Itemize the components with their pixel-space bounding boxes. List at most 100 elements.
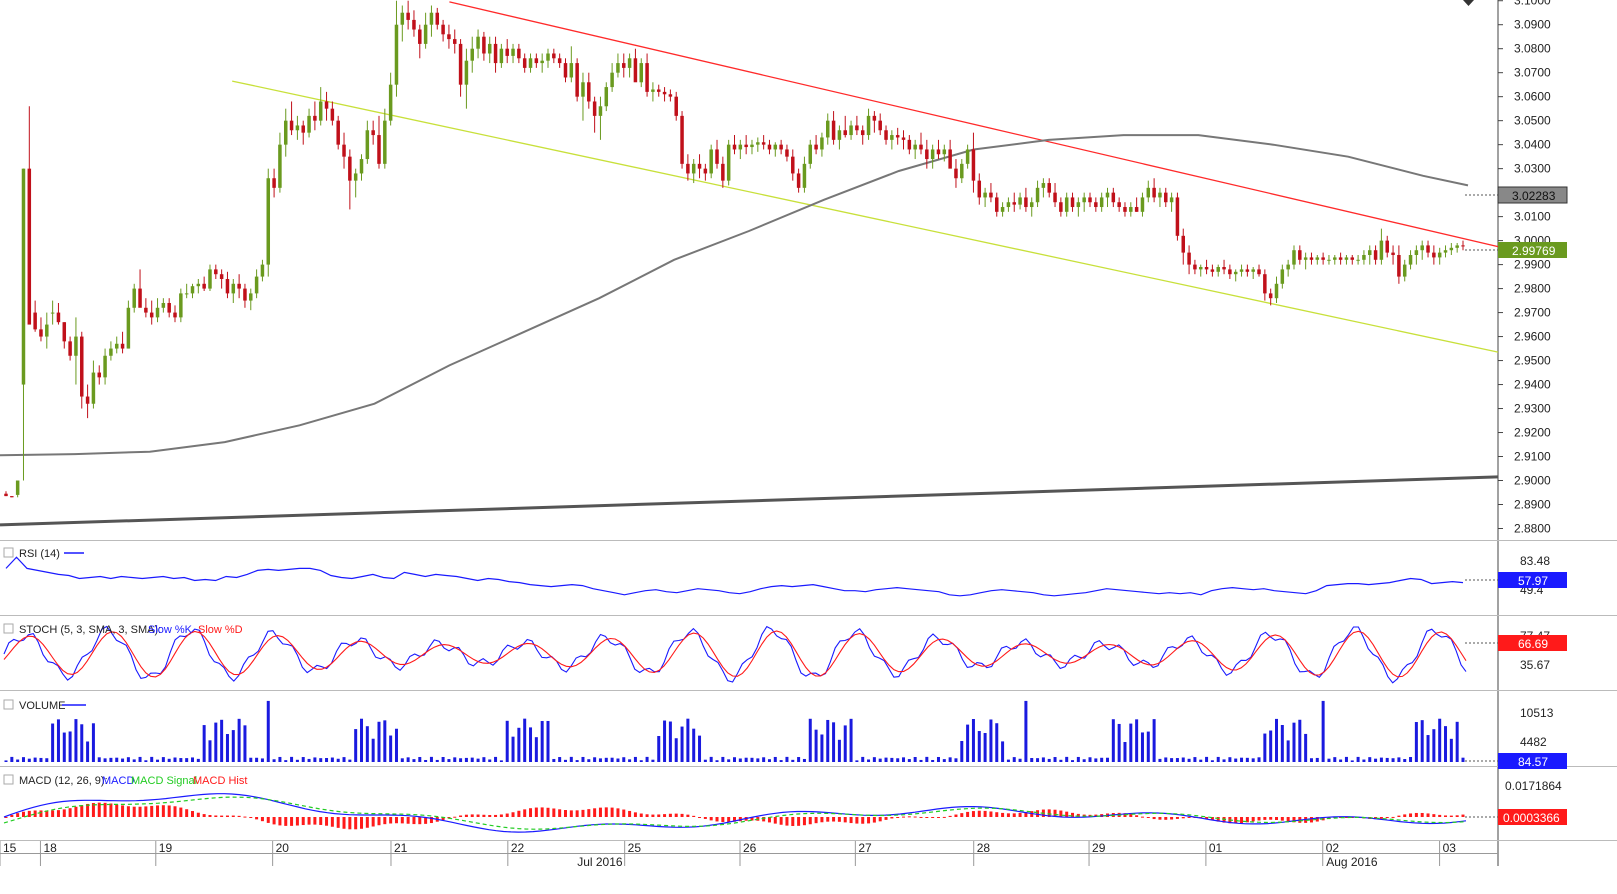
stoch-label: STOCH (5, 3, SMA, 3, SMA): — [19, 624, 161, 636]
candle-body — [1385, 240, 1389, 253]
candle-body — [149, 312, 154, 318]
stoch-k-label: Slow %K — [148, 624, 193, 636]
candle-body — [895, 135, 900, 138]
candle-body — [616, 63, 620, 73]
macd-hist-bar — [394, 817, 398, 824]
candle-body — [1309, 257, 1314, 260]
panel-close-icon[interactable] — [3, 774, 14, 785]
volume-bar — [354, 729, 358, 762]
volume-bar — [365, 726, 369, 762]
volume-bar — [639, 760, 643, 762]
volume-bar — [1414, 722, 1418, 762]
macd-badge-box — [1498, 809, 1567, 825]
macd-hist-bar — [1240, 817, 1244, 824]
candle-body — [418, 29, 422, 44]
volume-bar — [1315, 757, 1319, 762]
volume-bar — [1129, 723, 1133, 762]
candle-body — [1245, 269, 1250, 272]
volume-bar — [132, 759, 136, 762]
volume-bar — [750, 757, 754, 762]
candle-body — [1449, 247, 1454, 251]
candle-body — [604, 87, 609, 107]
candle-body — [522, 58, 527, 68]
macd-hist-bar — [144, 806, 148, 817]
rsi-label: RSI (14) — [19, 548, 60, 560]
volume-bar — [744, 757, 748, 762]
volume-bar — [453, 757, 457, 762]
candle-body — [1268, 293, 1273, 299]
volume-bar — [767, 759, 771, 762]
macd-hist-bar — [1175, 817, 1179, 819]
candle-body — [738, 144, 743, 150]
macd-hist-bar — [190, 811, 194, 817]
price-tick-label: 2.9900 — [1514, 258, 1551, 272]
macd-hist-bar — [295, 817, 299, 826]
panel-close-icon[interactable] — [3, 699, 14, 710]
volume-bar — [820, 734, 824, 762]
volume-bar — [1245, 757, 1249, 762]
macd-hist-bar — [1076, 813, 1080, 817]
macd-hist-bar — [167, 805, 171, 817]
candle-body — [761, 142, 766, 145]
volume-bar — [785, 756, 789, 762]
candle-body — [1239, 269, 1244, 272]
candle-body — [791, 156, 795, 174]
macd-hist-bar — [1146, 817, 1150, 818]
scroll-down-icon[interactable] — [1463, 0, 1474, 6]
candle-body — [470, 48, 474, 61]
macd-hist-bar — [1455, 815, 1459, 817]
volume-bar — [651, 759, 655, 762]
macd-hist-bar — [307, 817, 311, 825]
macd-series-label: MACD — [102, 775, 134, 787]
macd-hist-bar — [1216, 817, 1220, 822]
price-tick-label: 3.0100 — [1514, 210, 1551, 224]
macd-hist-bar — [68, 808, 72, 817]
macd-hist-bar — [960, 813, 964, 817]
rsi-badge: 57.97 — [1465, 572, 1567, 588]
ma-value-text: 3.02283 — [1512, 189, 1556, 203]
volume-bar — [1193, 757, 1197, 762]
candle-body — [214, 269, 218, 275]
volume-bar — [1199, 759, 1203, 762]
volume-bar — [534, 737, 538, 762]
volume-bar — [4, 760, 8, 762]
candle-body — [1321, 257, 1325, 260]
candle-body — [913, 144, 917, 150]
macd-hist-bar — [406, 817, 410, 824]
panel-close-icon[interactable] — [3, 547, 14, 558]
volume-bar — [325, 758, 329, 762]
macd-hist-bar — [109, 803, 113, 817]
candle-body — [359, 159, 364, 174]
macd-hist-bar — [785, 817, 789, 826]
macd-hist-bar — [925, 817, 929, 818]
panel-close-icon[interactable] — [3, 623, 14, 634]
macd-hist-bar — [750, 817, 754, 821]
macd-hist-bar — [581, 809, 585, 817]
macd-hist-bar — [1257, 817, 1261, 821]
price-tick-label: 2.9700 — [1514, 306, 1551, 320]
candle-body — [114, 343, 119, 349]
candle-body — [120, 343, 125, 349]
volume-bar — [1403, 759, 1407, 762]
macd-hist-bar — [21, 811, 25, 817]
rsi-badge-box — [1498, 572, 1567, 588]
macd-hist-bar — [132, 806, 136, 817]
volume-bar — [33, 757, 37, 762]
volume-bar — [494, 756, 498, 762]
volume-bar — [517, 727, 521, 762]
candle-body — [476, 36, 480, 49]
volume-bar — [196, 758, 200, 762]
volume-bar — [721, 756, 725, 762]
macd-hist-bar — [633, 812, 637, 817]
volume-bar — [1006, 759, 1010, 762]
volume-bar — [1140, 732, 1144, 762]
macd-signal-line — [3, 796, 1467, 830]
candle-body — [1181, 235, 1186, 253]
volume-bar — [977, 731, 981, 762]
volume-bar — [348, 759, 352, 762]
volume-bar — [138, 756, 142, 762]
candle-body — [56, 312, 61, 323]
candle-body — [464, 60, 469, 85]
macd-hist-bar — [767, 817, 771, 823]
volume-bar — [692, 728, 696, 762]
